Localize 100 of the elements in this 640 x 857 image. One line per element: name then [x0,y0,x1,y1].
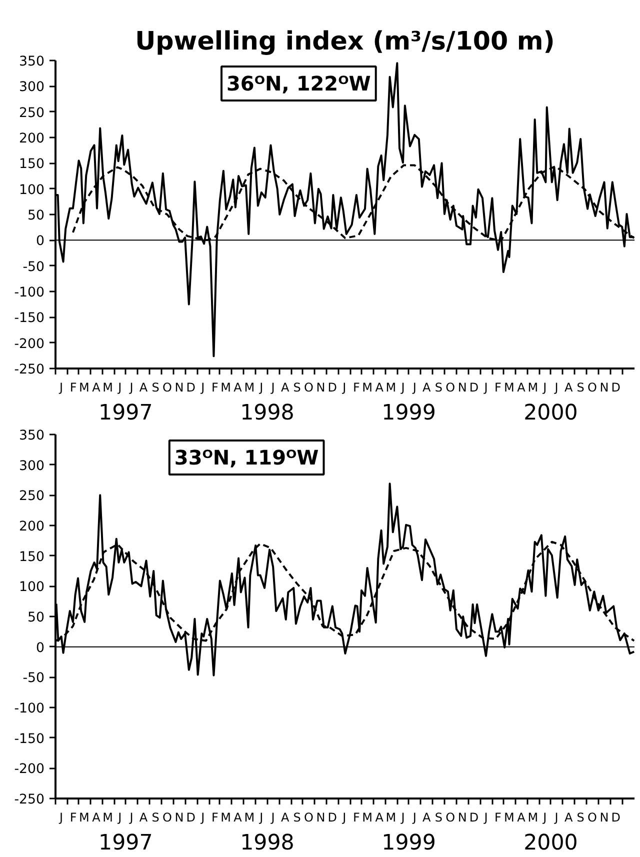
y-tick-label: -200 [14,336,44,352]
y-tick-label: 50 [28,208,45,224]
text: S [293,810,301,824]
text: A [234,380,243,394]
y-tick-label: -150 [14,732,44,747]
y-tick-label: 100 [19,580,45,596]
text: A [92,810,102,824]
text: D [328,380,338,394]
text: A [564,380,574,394]
text: S [434,810,442,824]
text: N [174,380,184,394]
x-tick-label: 1998 [240,830,294,856]
y-tick-label: -50 [22,260,45,275]
text: J [258,380,264,394]
x-tick-label: 1997 [98,830,153,856]
text: A [92,380,102,394]
text: M [79,380,90,394]
text: M [362,380,372,394]
text: A [139,380,148,394]
text: A [517,380,526,394]
text: J [128,810,134,824]
text: J [200,380,205,394]
text: M [504,380,514,394]
text: S [576,810,584,824]
text: A [517,810,526,824]
y-tick-label: 0 [36,640,45,656]
text: M [528,810,538,824]
text: J [412,380,416,394]
y-tick-label: 350 [19,428,45,444]
text: A [564,810,574,824]
y-tick-label: -250 [14,792,44,808]
text: A [375,380,384,394]
text: A [280,380,290,394]
y-tick-label: 150 [19,157,45,172]
text: F [70,380,77,394]
x-tick-label: 1998 [240,400,294,426]
x-tick-label: 2000 [524,830,578,856]
text: A [422,810,432,824]
y-tick-label: 100 [19,182,45,198]
y-tick-label: 200 [19,520,45,534]
text: M [386,810,396,824]
text: O [162,380,172,394]
text: D [611,810,621,824]
text: J [58,810,64,824]
text: S [152,810,160,824]
y-tick-label: -200 [14,762,44,778]
text: N [316,810,326,824]
text: M [244,810,255,824]
text: D [469,810,479,824]
text: F [494,810,502,824]
text: 33ᴼN, 119ᴼW [174,446,319,470]
text: A [280,810,290,824]
text: J [483,810,488,824]
x-tick-label: 1999 [382,400,436,426]
text: N [458,380,467,394]
y-tick-label: 250 [19,106,45,121]
text: M [220,810,231,824]
text: M [244,380,255,394]
text: D [186,810,196,824]
text: F [211,810,218,824]
text: J [128,380,134,394]
y-tick-label: -100 [14,286,44,300]
text: O [588,380,597,394]
text: F [211,380,218,394]
text: D [611,380,621,394]
text: M [362,810,372,824]
y-tick-label: 300 [19,458,45,474]
y-tick-label: -250 [14,362,44,378]
text: N [600,380,609,394]
text: O [304,810,314,824]
text: J [270,380,275,394]
text: S [434,380,442,394]
text: O [446,810,456,824]
y-tick-label: 250 [19,489,45,504]
text: J [554,810,558,824]
text: D [469,380,479,394]
text: M [504,810,514,824]
text: J [554,380,558,394]
text: J [400,810,405,824]
text: J [412,810,416,824]
text: J [58,380,64,394]
text: M [386,380,396,394]
text: M [528,380,538,394]
text: J [342,380,346,394]
text: A [139,810,148,824]
y-tick-label: 50 [28,610,45,626]
text: N [316,380,326,394]
text: J [400,380,405,394]
text: M [102,380,114,394]
text: J [542,380,547,394]
y-tick-label: -150 [14,311,44,326]
chart-title: Upwelling index (m³/s/100 m) [135,26,555,56]
text: J [542,810,547,824]
text: S [576,380,584,394]
text: F [494,380,502,394]
text: D [186,380,196,394]
x-tick-label: 2000 [524,400,578,426]
y-tick-label: -50 [22,671,45,686]
y-tick-label: 0 [36,234,45,250]
text: A [422,380,432,394]
